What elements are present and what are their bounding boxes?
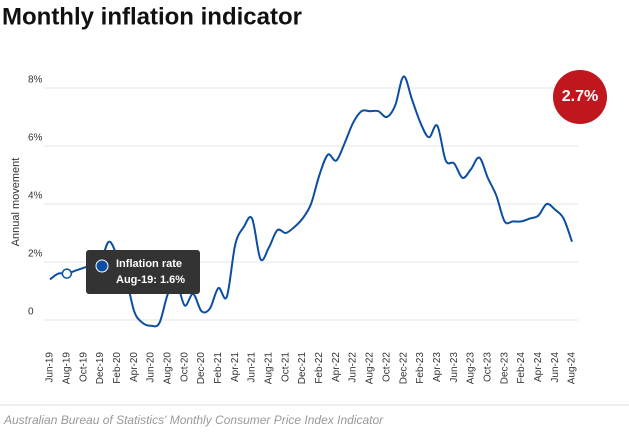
x-tick-label: Aug-20 [163,352,174,385]
x-tick-label: Oct-21 [280,352,291,382]
x-tick-label: Feb-22 [314,352,325,384]
tooltip-box [86,250,200,294]
x-tick-label: Apr-20 [129,352,140,382]
badge-text: 2.7% [562,88,598,105]
y-axis-label: Annual movement [10,158,22,247]
x-tick-label: Dec-21 [297,352,308,385]
x-tick-label: Apr-23 [432,352,443,382]
x-tick-label: Dec-20 [196,352,207,385]
x-tick-label: Dec-22 [398,352,409,385]
chart-title: Monthly inflation indicator [2,3,302,30]
x-tick-label: Jun-23 [449,352,460,383]
y-tick-label: 0 [28,307,34,318]
tooltip-swatch [95,259,109,273]
y-tick-label: 4% [28,191,43,202]
x-tick-label: Aug-21 [264,352,275,385]
x-tick-label: Aug-22 [365,352,376,385]
line [49,75,573,328]
highlight-point [61,268,73,279]
source: Australian Bureau of Statistics' Monthly… [3,413,384,427]
x-tick-label: Apr-24 [533,352,544,382]
x-tick-label: Aug-19 [61,352,72,385]
y-tick-label: 6% [28,133,43,144]
x-tick-label: Apr-22 [331,352,342,382]
x-tick-label: Oct-22 [381,352,392,382]
x-tick-label: Jun-21 [247,352,258,383]
x-tick-label: Apr-21 [230,352,241,382]
tooltip-text: Aug-19: 1.6% [116,274,185,286]
x-tick-label: Feb-24 [516,352,527,384]
x-tick-label: Feb-23 [415,352,426,384]
x-tick-label: Oct-19 [78,352,89,382]
tooltip-title: Inflation rate [116,258,182,270]
x-tick-label: Jun-20 [146,352,157,383]
x-tick-label: Aug-24 [567,352,578,385]
x-tick-label: Oct-20 [179,352,190,382]
y-tick-label: 8% [28,75,43,86]
y-tick-label: 2% [28,249,43,260]
x-tick-label: Dec-19 [95,352,106,385]
x-tick-label: Oct-23 [482,352,493,382]
x-tick-label: Jun-19 [45,352,56,383]
x-tick-label: Feb-20 [112,352,123,384]
x-tick-label: Jun-22 [348,352,359,383]
badge-circle [553,70,607,124]
x-tick-label: Feb-21 [213,352,224,384]
x-tick-label: Jun-24 [550,352,561,383]
x-tick-label: Dec-23 [499,352,510,385]
x-tick-label: Aug-23 [466,352,477,385]
